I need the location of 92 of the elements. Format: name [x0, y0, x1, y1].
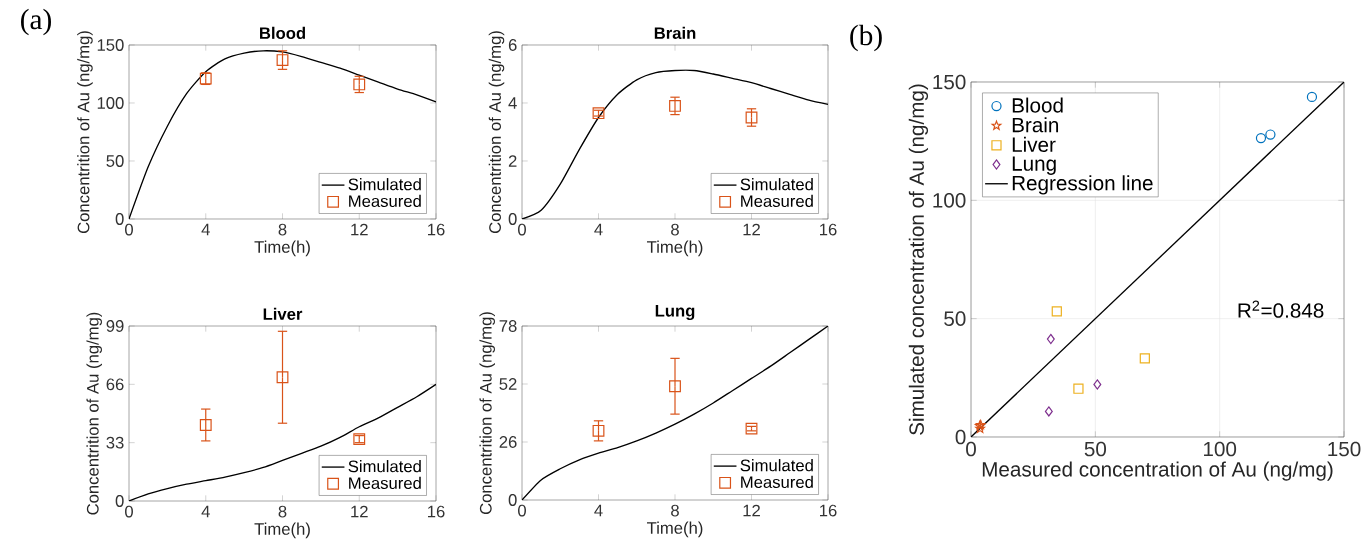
point [276, 54, 289, 67]
x-axis-title: Measured concentration of Au (ng/mg) [982, 461, 1333, 481]
legend-label: Simulated [348, 460, 421, 473]
x-axis-title: Time(h) [254, 240, 310, 257]
x-tick-label: 8 [278, 505, 287, 518]
x-tick-label: 100 [1204, 441, 1237, 457]
legend-label: Lung [1012, 156, 1056, 175]
legend-label: Regression line [1012, 175, 1153, 195]
chart-title: Liver [263, 307, 303, 321]
legend-label: Simulated [740, 178, 813, 191]
y-tick-label: 100 [97, 97, 124, 109]
y-tick-label: 50 [944, 311, 966, 326]
point [669, 380, 681, 393]
x-axis-title: Time(h) [254, 522, 310, 539]
y-tick-label: 52 [499, 378, 517, 390]
y-tick-label: 4 [508, 97, 517, 109]
legend-label: Simulated [348, 178, 421, 191]
text: (b) [850, 24, 882, 52]
point [276, 371, 289, 384]
point [592, 424, 605, 437]
x-tick-label: 8 [671, 504, 679, 517]
x-tick-label: 0 [125, 223, 133, 236]
point [1044, 406, 1053, 417]
y-tick-label: 99 [106, 320, 124, 332]
x-tick-label: 16 [820, 223, 837, 236]
legend-label: Measured [349, 194, 421, 208]
annotation: R$^{2}$=0.848 [1238, 300, 1324, 318]
y-tick-label: 0 [508, 213, 517, 225]
x-tick-label: 8 [671, 223, 679, 236]
y-tick-label: 0 [115, 495, 124, 507]
x-axis-title: Time(h) [646, 521, 703, 538]
point [1073, 383, 1084, 394]
x-tick-label: 0 [966, 441, 976, 457]
x-tick-label: 4 [594, 223, 603, 236]
chart-title: Lung [655, 305, 695, 321]
legend-label: Measured [349, 476, 421, 489]
y-axis-title: Concentrition of Au (ng/mg) [77, 31, 93, 234]
line-series [522, 69, 829, 219]
chart-title: Blood [260, 26, 306, 39]
x-tick-label: 50 [1084, 441, 1107, 457]
y-axis-title: Concentrition of Au (ng/mg) [86, 312, 102, 515]
y-tick-label: 26 [499, 436, 517, 448]
line-series [522, 326, 829, 500]
x-tick-label: 0 [518, 223, 526, 236]
y-tick-label: 100 [933, 193, 966, 208]
point [1139, 353, 1150, 364]
y-tick-label: 0 [115, 213, 124, 225]
point [1265, 129, 1276, 140]
x-tick-label: 16 [820, 504, 837, 517]
y-tick-label: 0 [955, 429, 966, 445]
x-tick-label: 0 [518, 504, 526, 517]
x-tick-label: 4 [201, 223, 210, 236]
point [1051, 306, 1062, 317]
x-tick-label: 12 [351, 505, 368, 518]
legend-label: Blood [1012, 97, 1063, 113]
line-series [129, 50, 437, 219]
y-axis-title: Concentrition of Au (ng/mg) [488, 31, 505, 234]
y-tick-label: 50 [106, 155, 124, 167]
x-tick-label: 0 [125, 505, 133, 518]
legend-label: Liver [1012, 136, 1056, 152]
chart-title: Brain [654, 26, 696, 40]
y-tick-label: 78 [499, 320, 517, 332]
x-tick-label: 4 [201, 505, 210, 518]
legend-label: Brain [1012, 117, 1059, 133]
x-tick-label: 12 [743, 504, 760, 517]
x-tick-label: 4 [594, 504, 603, 517]
y-axis-title: Concentrition of Au (ng/mg) [479, 312, 495, 515]
text: (a) [21, 8, 51, 36]
x-tick-label: 16 [428, 505, 445, 518]
x-tick-label: 8 [278, 223, 287, 236]
x-tick-label: 12 [743, 223, 760, 236]
line-series [129, 383, 437, 501]
y-tick-label: 2 [508, 155, 517, 167]
x-axis-title: Time(h) [646, 240, 703, 257]
y-tick-label: 33 [106, 436, 124, 449]
legend-label: Measured [741, 194, 813, 208]
point [1093, 379, 1102, 390]
x-tick-label: 150 [1328, 441, 1361, 457]
y-tick-label: 150 [97, 39, 124, 51]
point [1255, 132, 1267, 144]
point [199, 419, 212, 431]
y-tick-label: 150 [933, 74, 966, 90]
x-tick-label: 16 [428, 223, 445, 236]
x-tick-label: 12 [351, 223, 368, 236]
legend-label: Simulated [740, 459, 813, 472]
y-tick-label: 66 [106, 378, 124, 391]
y-tick-label: 0 [508, 494, 517, 506]
point [1046, 333, 1055, 345]
y-axis-title: Simulated concentration of Au (ng/mg) [908, 84, 929, 435]
y-tick-label: 6 [508, 39, 517, 51]
legend-label: Measured [741, 475, 813, 489]
point [1306, 91, 1318, 103]
